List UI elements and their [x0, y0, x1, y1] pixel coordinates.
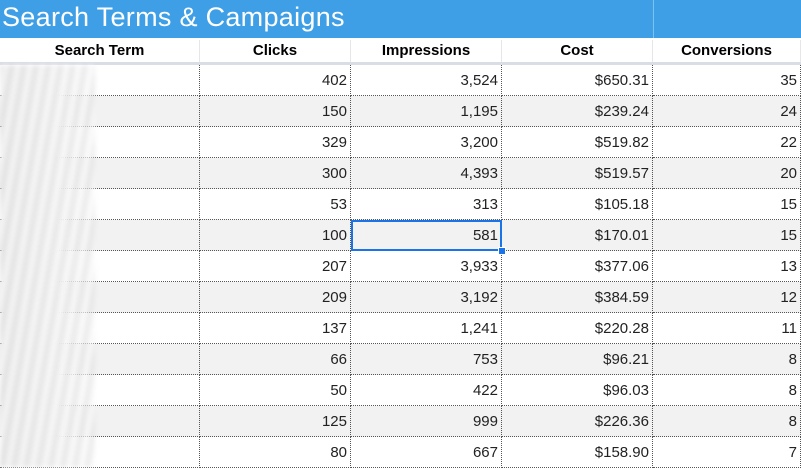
- cell-cost[interactable]: $650.31: [502, 65, 653, 96]
- cell-cost[interactable]: $377.06: [502, 251, 653, 282]
- table-row: 80 667 $158.90 7: [0, 437, 801, 468]
- cell-cost[interactable]: $96.03: [502, 375, 653, 406]
- cell-cost[interactable]: $220.28: [502, 313, 653, 344]
- table-row: 209 3,192 $384.59 12: [0, 282, 801, 313]
- cell-cost[interactable]: $519.82: [502, 127, 653, 158]
- cell-conversions[interactable]: 8: [653, 375, 801, 406]
- cell-term[interactable]: [0, 251, 200, 282]
- table-row: 137 1,241 $220.28 11: [0, 313, 801, 344]
- column-header-row: Search Term Clicks Impressions Cost Conversi…: [0, 40, 801, 65]
- cell-impressions[interactable]: 999: [351, 406, 502, 437]
- column-header-conversions[interactable]: Conversions: [653, 40, 801, 62]
- cell-clicks[interactable]: 329: [200, 127, 351, 158]
- table-row: 207 3,933 $377.06 13: [0, 251, 801, 282]
- column-header-impressions[interactable]: Impressions: [351, 40, 502, 62]
- cell-cost[interactable]: $105.18: [502, 189, 653, 220]
- cell-conversions[interactable]: 8: [653, 406, 801, 437]
- cell-impressions[interactable]: 313: [351, 189, 502, 220]
- cell-conversions[interactable]: 22: [653, 127, 801, 158]
- cell-conversions[interactable]: 8: [653, 344, 801, 375]
- cell-clicks[interactable]: 100: [200, 220, 351, 251]
- cell-impressions[interactable]: 753: [351, 344, 502, 375]
- cell-impressions[interactable]: 1,195: [351, 96, 502, 127]
- cell-clicks[interactable]: 209: [200, 282, 351, 313]
- cell-impressions[interactable]: 667: [351, 437, 502, 468]
- cell-clicks[interactable]: 125: [200, 406, 351, 437]
- cell-clicks[interactable]: 300: [200, 158, 351, 189]
- cell-conversions[interactable]: 20: [653, 158, 801, 189]
- title-bar: Search Terms & Campaigns: [0, 0, 801, 38]
- cell-term[interactable]: [0, 344, 200, 375]
- cell-impressions[interactable]: 3,200: [351, 127, 502, 158]
- cell-clicks[interactable]: 66: [200, 344, 351, 375]
- cell-cost[interactable]: $239.24: [502, 96, 653, 127]
- cell-conversions[interactable]: 24: [653, 96, 801, 127]
- cell-clicks[interactable]: 80: [200, 437, 351, 468]
- cell-clicks[interactable]: 50: [200, 375, 351, 406]
- cell-impressions[interactable]: 3,933: [351, 251, 502, 282]
- cell-conversions[interactable]: 12: [653, 282, 801, 313]
- cell-conversions[interactable]: 35: [653, 65, 801, 96]
- redacted-search-terms: [0, 65, 95, 467]
- cell-conversions[interactable]: 7: [653, 437, 801, 468]
- sheet-title[interactable]: Search Terms & Campaigns: [2, 2, 345, 32]
- cell-term[interactable]: [0, 96, 200, 127]
- selected-cell[interactable]: 581: [351, 220, 502, 251]
- cell-impressions[interactable]: 3,192: [351, 282, 502, 313]
- cell-term[interactable]: [0, 158, 200, 189]
- cell-cost[interactable]: $226.36: [502, 406, 653, 437]
- column-header-term[interactable]: Search Term: [0, 40, 200, 62]
- cell-impressions[interactable]: 3,524: [351, 65, 502, 96]
- table-row: 150 1,195 $239.24 24: [0, 96, 801, 127]
- cell-clicks[interactable]: 150: [200, 96, 351, 127]
- cell-term[interactable]: [0, 375, 200, 406]
- table-row: 329 3,200 $519.82 22: [0, 127, 801, 158]
- cell-cost[interactable]: $158.90: [502, 437, 653, 468]
- table-row: 300 4,393 $519.57 20: [0, 158, 801, 189]
- title-column-divider: [653, 0, 654, 38]
- cell-conversions[interactable]: 11: [653, 313, 801, 344]
- cell-conversions[interactable]: 13: [653, 251, 801, 282]
- table-row: 53 313 $105.18 15: [0, 189, 801, 220]
- cell-term[interactable]: [0, 282, 200, 313]
- cell-impressions[interactable]: 1,241: [351, 313, 502, 344]
- cell-cost[interactable]: $519.57: [502, 158, 653, 189]
- cell-clicks[interactable]: 137: [200, 313, 351, 344]
- cell-clicks[interactable]: 402: [200, 65, 351, 96]
- table-row: 100 581 $170.01 15: [0, 220, 801, 251]
- table-row: 402 3,524 $650.31 35: [0, 65, 801, 96]
- column-header-clicks[interactable]: Clicks: [200, 40, 351, 62]
- column-header-cost[interactable]: Cost: [502, 40, 653, 62]
- table-row: 50 422 $96.03 8: [0, 375, 801, 406]
- cell-cost[interactable]: $96.21: [502, 344, 653, 375]
- cell-term[interactable]: [0, 313, 200, 344]
- cell-clicks[interactable]: 53: [200, 189, 351, 220]
- table-row: 125 999 $226.36 8: [0, 406, 801, 437]
- cell-conversions[interactable]: 15: [653, 220, 801, 251]
- cell-impressions[interactable]: 422: [351, 375, 502, 406]
- cell-term[interactable]: [0, 127, 200, 158]
- cell-term[interactable]: [0, 65, 200, 96]
- cell-conversions[interactable]: 15: [653, 189, 801, 220]
- cell-term[interactable]: [0, 189, 200, 220]
- cell-term[interactable]: [0, 406, 200, 437]
- fill-handle[interactable]: [498, 247, 506, 255]
- cell-clicks[interactable]: 207: [200, 251, 351, 282]
- cell-impressions[interactable]: 4,393: [351, 158, 502, 189]
- cell-cost[interactable]: $384.59: [502, 282, 653, 313]
- cell-term[interactable]: [0, 220, 200, 251]
- cell-cost[interactable]: $170.01: [502, 220, 653, 251]
- table-row: 66 753 $96.21 8: [0, 344, 801, 375]
